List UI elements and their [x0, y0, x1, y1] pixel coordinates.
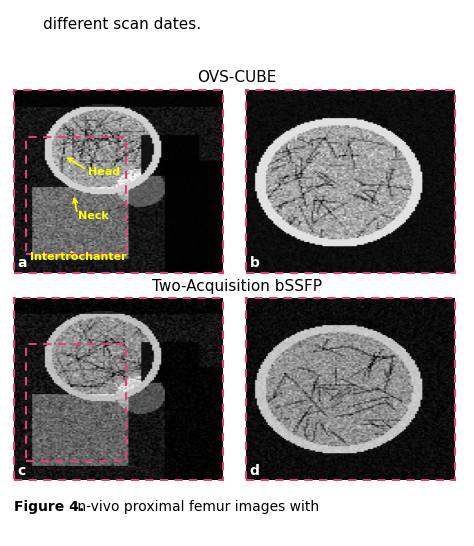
Text: Neck: Neck: [78, 211, 109, 221]
Text: Head: Head: [88, 167, 120, 177]
Text: d: d: [250, 464, 260, 478]
Text: OVS-CUBE: OVS-CUBE: [197, 70, 277, 85]
Text: In-vivo proximal femur images with: In-vivo proximal femur images with: [69, 500, 319, 514]
Text: a: a: [18, 256, 27, 270]
Text: c: c: [18, 464, 26, 478]
Text: Intertrochanter: Intertrochanter: [30, 252, 127, 262]
Text: Two-Acquisition bSSFP: Two-Acquisition bSSFP: [152, 279, 322, 294]
Text: different scan dates.: different scan dates.: [43, 17, 201, 32]
Text: Figure 4.: Figure 4.: [14, 500, 84, 514]
Text: b: b: [250, 256, 260, 270]
